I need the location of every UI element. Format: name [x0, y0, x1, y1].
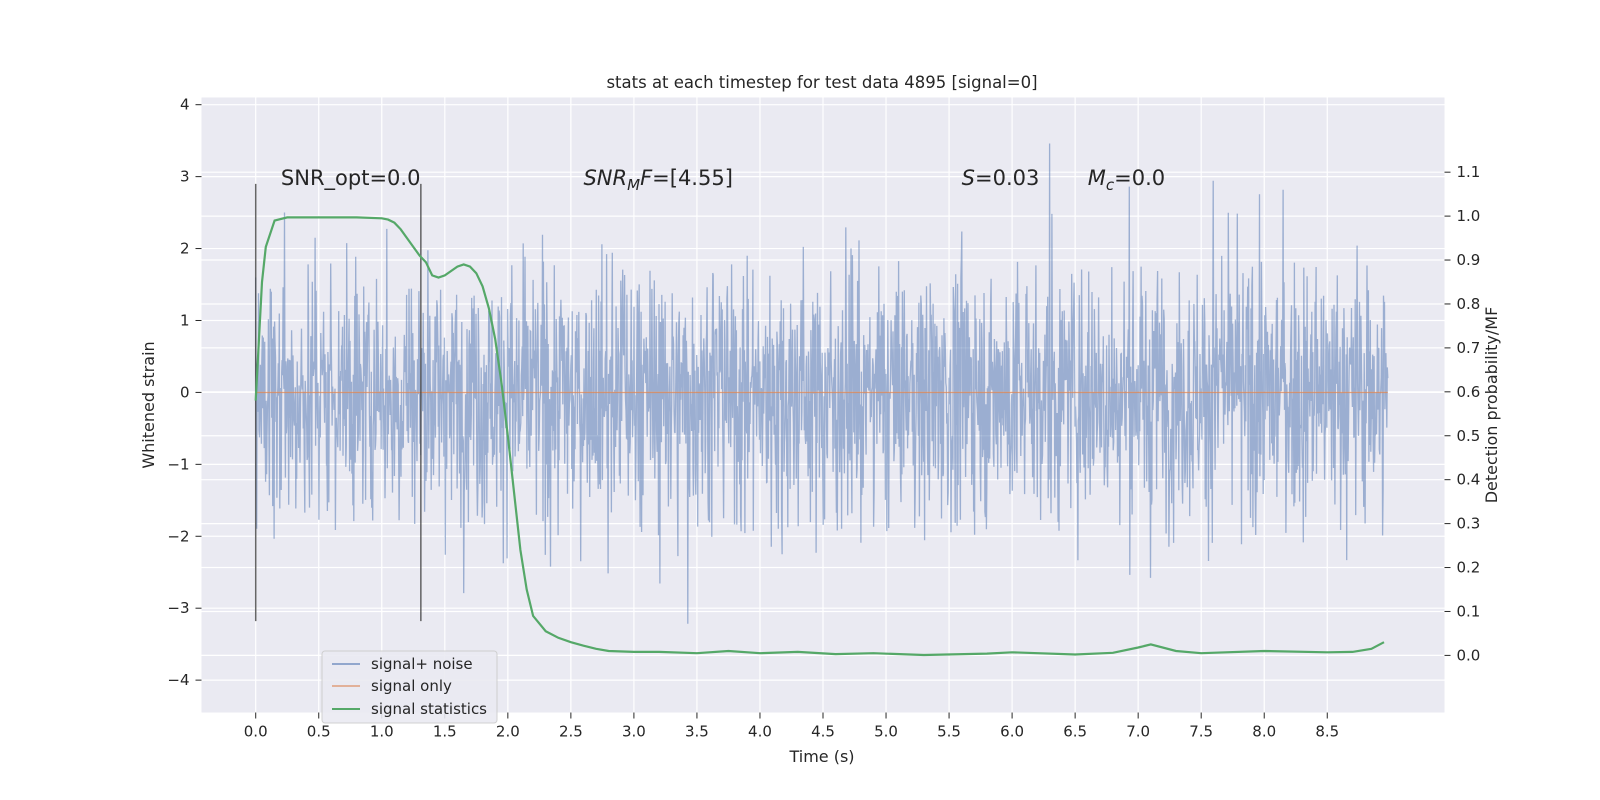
- legend-box: [321, 650, 498, 724]
- x-tick-label: 7.5: [1189, 723, 1213, 741]
- x-tick-label: 5.5: [937, 723, 961, 741]
- y2-tick-label: 0.3: [1457, 515, 1481, 533]
- y2-tick-label: 0.2: [1457, 559, 1481, 577]
- y-tick-label: −3: [167, 599, 189, 617]
- y-tick-label: 3: [180, 168, 190, 186]
- x-ticks: 0.0 0.5 1.0 1.5 2.0 2.5 3.0 3.5 4.0 4.5 5.0 5.5 6.0 6…: [244, 712, 1339, 741]
- y2-tick-label: 0.5: [1457, 427, 1481, 445]
- y-tick-label: −1: [167, 455, 189, 473]
- y2-tick-label: 0.7: [1457, 339, 1481, 357]
- x-tick-label: 0.0: [244, 723, 268, 741]
- annotation-text: SNRMF=[4.55]: [583, 166, 732, 194]
- legend-label-signal-only: signal only: [371, 677, 452, 695]
- annotation-text: Mc=0.0: [1088, 166, 1165, 194]
- x-tick-label: 6.5: [1063, 723, 1087, 741]
- y-tick-label: 4: [180, 96, 190, 114]
- chart-title: stats at each timestep for test data 489…: [606, 73, 1037, 92]
- signal-noise-series: [255, 143, 1389, 624]
- legend: signal+ noise signal only signal statist…: [321, 650, 498, 724]
- y-tick-label: 0: [180, 383, 190, 401]
- y2-tick-label: 0.8: [1457, 295, 1481, 313]
- x-tick-label: 4.5: [811, 723, 835, 741]
- legend-label-signal-noise: signal+ noise: [371, 655, 473, 673]
- legend-label-signal-statistics: signal statistics: [371, 700, 487, 718]
- y-axis-label: Whitened strain: [139, 341, 158, 468]
- y2-tick-label: 1.0: [1457, 207, 1481, 225]
- y2-tick-label: 0.6: [1457, 383, 1481, 401]
- x-tick-label: 8.0: [1252, 723, 1276, 741]
- signal-noise-trace: [255, 143, 1389, 624]
- y-tick-label: −4: [167, 671, 189, 689]
- x-tick-label: 1.0: [370, 723, 394, 741]
- y-ticks: −4 −3 −2 −1 0 1 2 3 4: [167, 96, 202, 689]
- x-tick-label: 6.0: [1000, 723, 1024, 741]
- annotation-text: S=0.03: [962, 166, 1040, 190]
- y2-tick-label: 1.1: [1457, 163, 1481, 181]
- x-tick-label: 4.0: [748, 723, 772, 741]
- x-tick-label: 7.0: [1126, 723, 1150, 741]
- y2-tick-label: 0.0: [1457, 646, 1481, 664]
- y2-tick-label: 0.1: [1457, 602, 1481, 620]
- annotations: SNR_opt=0.0 SNRMF=[4.55] S=0.03 Mc=0.0: [281, 166, 1165, 194]
- y-tick-label: −2: [167, 527, 189, 545]
- x-axis-label: Time (s): [788, 747, 854, 766]
- x-tick-label: 2.5: [559, 723, 583, 741]
- y-tick-label: 1: [180, 311, 190, 329]
- y2-tick-label: 0.9: [1457, 251, 1481, 269]
- signal-statistics-line: [254, 216, 1385, 657]
- y2-tick-label: 0.4: [1457, 471, 1481, 489]
- annotation-text: SNR_opt=0.0: [281, 166, 421, 191]
- y-tick-label: 2: [180, 240, 190, 258]
- x-tick-label: 3.5: [685, 723, 709, 741]
- x-tick-label: 3.0: [622, 723, 646, 741]
- x-tick-label: 5.0: [874, 723, 898, 741]
- y2-axis-label: Detection probability/MF: [1482, 307, 1501, 504]
- x-tick-label: 0.5: [307, 723, 331, 741]
- x-tick-label: 2.0: [496, 723, 520, 741]
- x-tick-label: 8.5: [1315, 723, 1339, 741]
- x-tick-label: 1.5: [433, 723, 457, 741]
- y2-ticks: 0.0 0.1 0.2 0.3 0.4 0.5 0.6 0.7 0.8 0.9 1.0 1.1: [1444, 163, 1481, 664]
